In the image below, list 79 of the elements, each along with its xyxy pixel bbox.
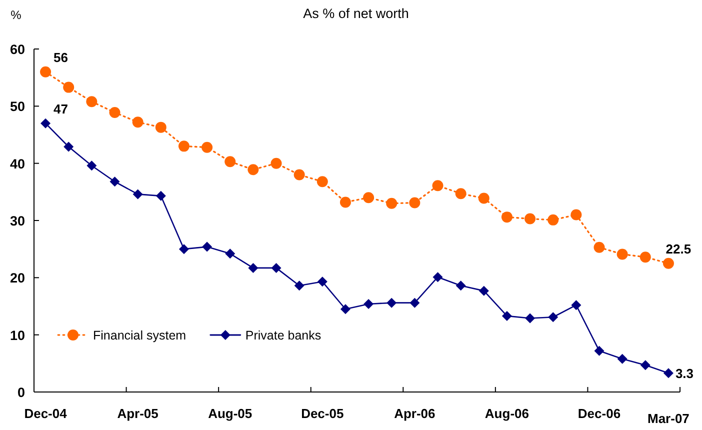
point — [478, 192, 490, 204]
point — [662, 258, 674, 269]
y-tick-label: 0 — [17, 385, 25, 400]
point — [63, 82, 74, 93]
chart-title: As % of net worth — [303, 6, 409, 21]
point — [340, 304, 350, 314]
point — [109, 106, 120, 118]
point — [571, 300, 582, 310]
x-tick-label: Aug-05 — [208, 406, 252, 421]
point — [225, 248, 236, 259]
point — [501, 212, 512, 223]
point — [432, 272, 443, 282]
data-label: 56 — [54, 50, 68, 65]
point — [340, 196, 351, 208]
point — [86, 96, 98, 108]
y-tick-label: 30 — [10, 214, 25, 228]
x-tick-label: Dec-04 — [24, 406, 68, 421]
point — [248, 262, 258, 273]
x-tick-label: Apr-05 — [117, 406, 158, 421]
point — [294, 169, 305, 180]
point — [294, 280, 304, 291]
y-tick-label: 60 — [10, 42, 25, 57]
data-label: 22.5 — [666, 241, 692, 256]
point — [478, 286, 489, 296]
point — [640, 252, 651, 263]
point — [616, 248, 628, 260]
point — [64, 142, 74, 152]
point — [594, 242, 605, 253]
point — [548, 214, 559, 226]
point — [202, 142, 213, 153]
y-tick-label: 40 — [10, 156, 25, 172]
x-tick-label: Apr-06 — [394, 406, 436, 421]
point — [409, 197, 420, 208]
point — [316, 176, 328, 188]
point — [548, 312, 558, 322]
point — [386, 198, 398, 209]
legend-label: Financial system — [93, 328, 186, 342]
y-tick-label: 10 — [10, 328, 25, 343]
point — [178, 140, 190, 152]
point — [270, 158, 282, 169]
point — [40, 118, 51, 128]
point — [155, 122, 166, 133]
point — [617, 354, 628, 364]
legend-label: Private banks — [245, 328, 322, 342]
x-tick-label: Dec-06 — [578, 406, 621, 421]
point — [317, 276, 328, 287]
x-tick-label: Dec-05 — [301, 406, 344, 421]
point — [524, 213, 536, 224]
point — [386, 298, 397, 308]
point — [248, 164, 259, 176]
point — [156, 190, 166, 201]
point — [640, 360, 650, 370]
point — [502, 310, 512, 321]
data-label: 3.3 — [675, 366, 694, 382]
point — [132, 116, 144, 128]
y-axis-title: % — [10, 8, 22, 22]
point — [455, 188, 466, 200]
y-tick-label: 50 — [10, 99, 25, 114]
point — [40, 66, 52, 78]
point — [410, 298, 420, 308]
point — [224, 156, 236, 168]
point — [271, 262, 282, 273]
point — [456, 280, 466, 291]
point — [86, 160, 97, 171]
point — [202, 242, 212, 252]
point — [663, 368, 674, 378]
point — [570, 209, 582, 220]
point — [525, 313, 536, 324]
point — [363, 192, 374, 204]
point — [594, 346, 604, 356]
data-label: 47 — [54, 101, 68, 116]
point — [364, 298, 374, 309]
point — [110, 176, 120, 187]
y-tick-label: 20 — [10, 270, 25, 286]
point — [432, 180, 444, 192]
x-tick-label: Aug-06 — [484, 406, 529, 421]
point — [132, 189, 143, 200]
point — [178, 244, 189, 254]
x-tick-label: Mar-07 — [648, 411, 690, 426]
